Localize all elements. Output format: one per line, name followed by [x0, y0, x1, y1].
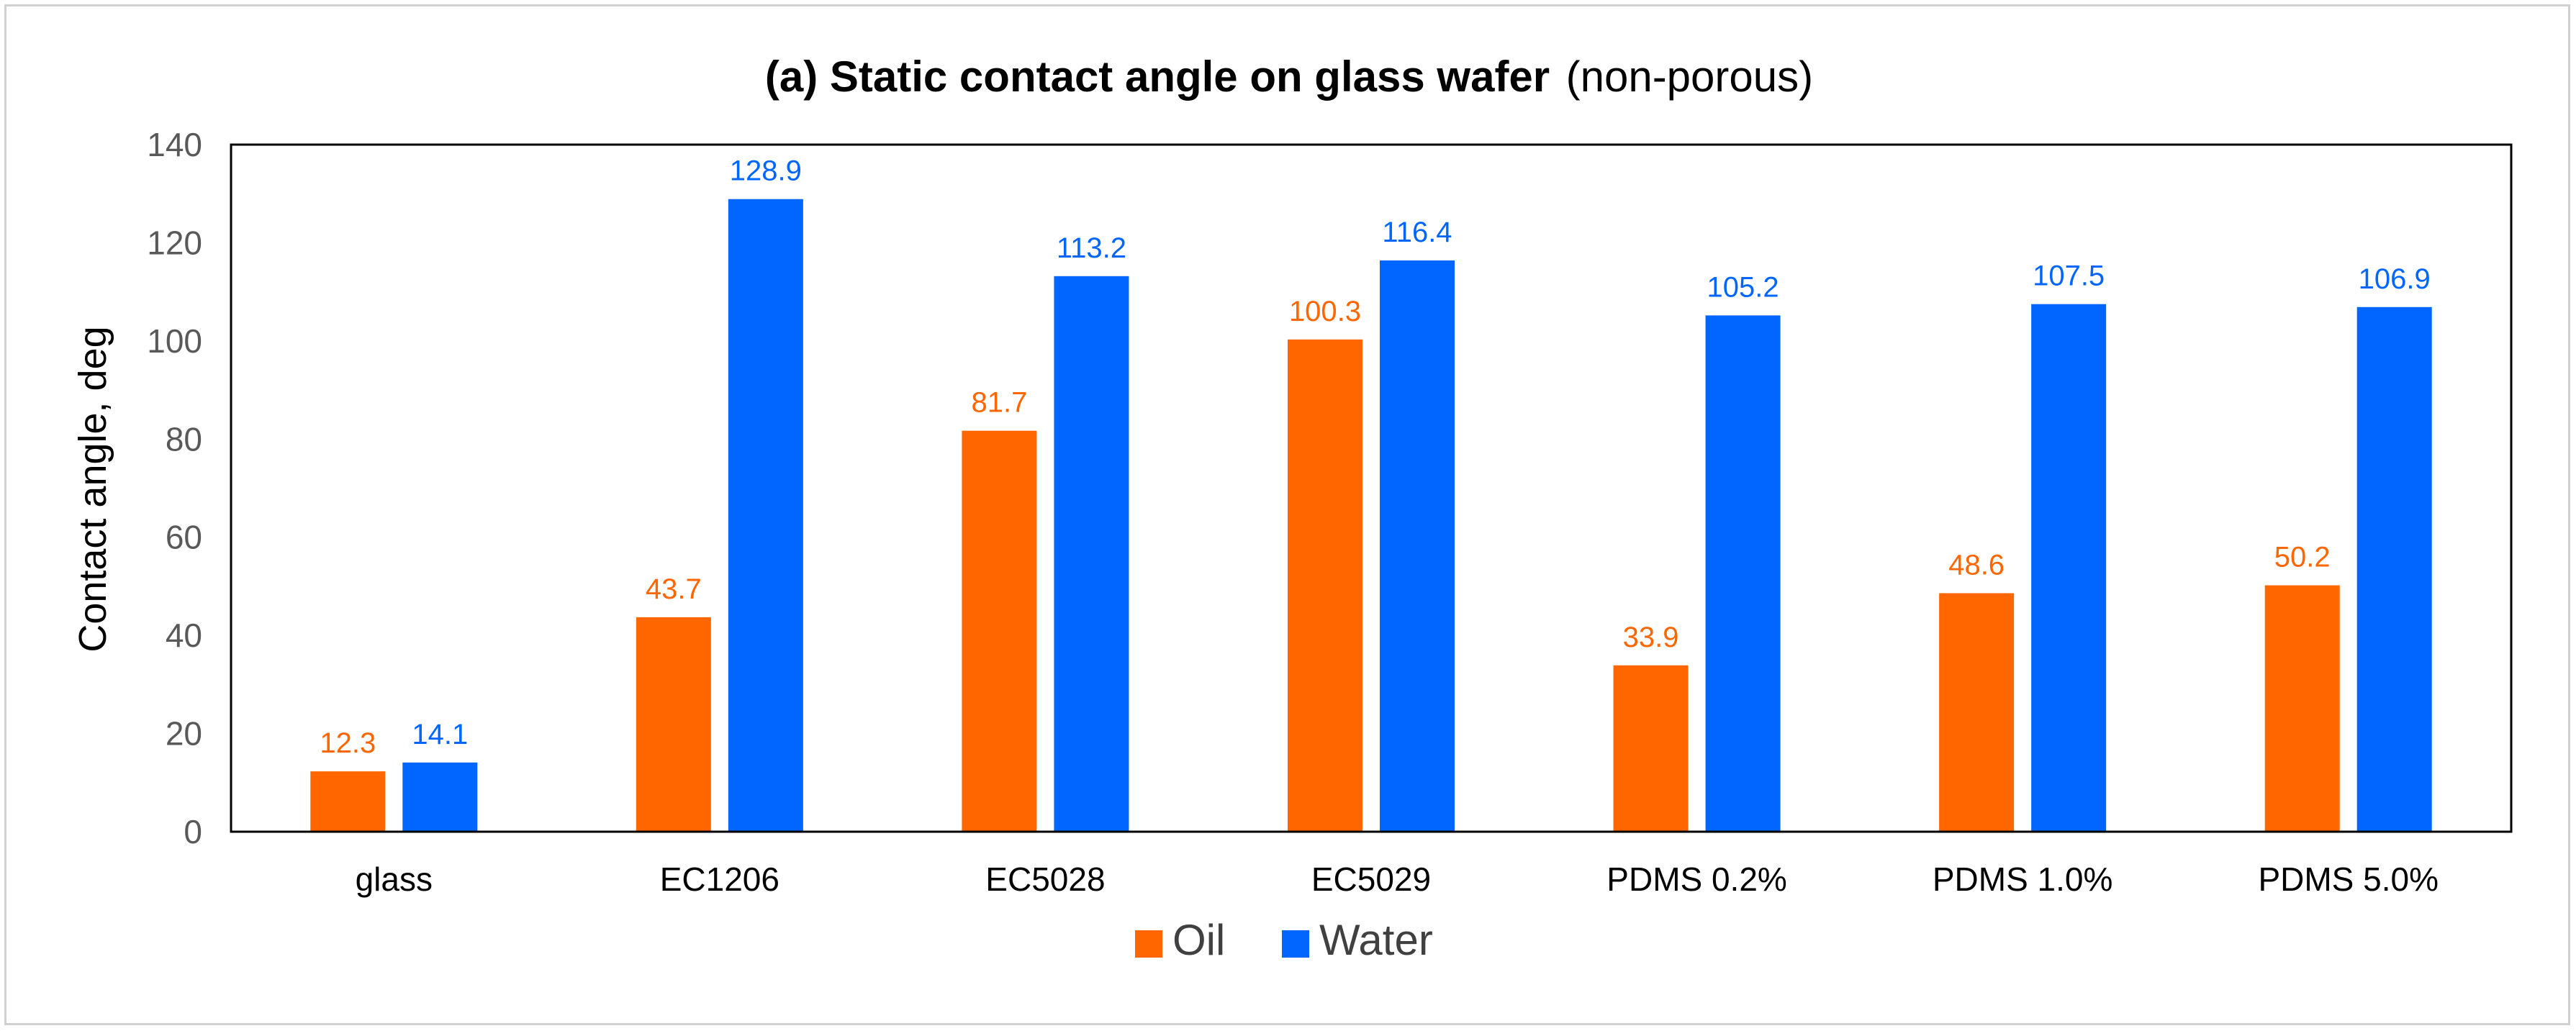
y-tick-label: 120 [147, 224, 202, 261]
data-label-oil: 48.6 [1948, 549, 2005, 581]
bar-oil [636, 617, 711, 832]
data-label-oil: 50.2 [2274, 542, 2331, 573]
chart-title-bold: (a) Static contact angle on glass wafer [765, 53, 1550, 101]
bar-chart: (a) Static contact angle on glass wafer … [71, 53, 2513, 964]
x-axis-category-labels: glass EC1206 EC5028 EC5029 PDMS 0.2% PDMS 1.0… [356, 860, 2439, 898]
chart-title-suffix: (non-porous) [1566, 53, 1814, 101]
bar-water [2031, 304, 2107, 832]
data-label-water: 107.5 [2033, 260, 2105, 292]
bar-oil [310, 771, 386, 832]
data-label-water: 116.4 [1382, 217, 1452, 248]
legend: Oil Water [1135, 916, 1433, 964]
x-category-label: PDMS 1.0% [1933, 860, 2113, 898]
bar-oil [962, 430, 1037, 832]
data-label-oil: 43.7 [646, 573, 702, 605]
data-label-water: 113.2 [1057, 232, 1126, 264]
legend-swatch-oil [1135, 930, 1162, 958]
bar-water [728, 199, 803, 832]
y-tick-label: 0 [184, 813, 202, 850]
bar-oil [1288, 339, 1362, 832]
data-label-oil: 12.3 [320, 727, 376, 759]
bar-oil [2264, 585, 2340, 832]
y-tick-label: 60 [166, 519, 202, 556]
bar-water [1380, 260, 1455, 832]
data-label-oil: 100.3 [1289, 296, 1361, 327]
y-tick-label: 40 [166, 617, 202, 654]
bar-water [402, 762, 478, 832]
x-category-label: EC5028 [985, 860, 1105, 898]
data-label-water: 105.2 [1707, 271, 1779, 303]
y-tick-label: 140 [147, 126, 202, 163]
bar-oil [1613, 665, 1689, 832]
x-category-label: EC5029 [1311, 860, 1431, 898]
y-axis-title: Contact angle, deg [71, 326, 114, 652]
y-tick-label: 80 [166, 420, 202, 458]
y-axis-ticks: 0 20 40 60 80 100 120 140 [147, 126, 202, 850]
data-label-oil: 81.7 [971, 387, 1027, 419]
data-labels: 12.3 14.1 43.7 128.9 81.7 113.2 100.3 116.4 33.9… [320, 155, 2430, 759]
x-category-label: PDMS 0.2% [1606, 860, 1787, 898]
y-tick-label: 20 [166, 715, 202, 753]
data-label-water: 128.9 [730, 155, 802, 187]
bars [310, 199, 2432, 832]
x-category-label: EC1206 [660, 860, 779, 898]
bar-water [1054, 276, 1129, 832]
y-tick-label: 100 [147, 322, 202, 360]
data-label-oil: 33.9 [1623, 622, 1679, 653]
bar-oil [1939, 593, 2015, 832]
plot-area [230, 143, 2513, 833]
data-label-water: 106.9 [2359, 263, 2431, 295]
legend-label-oil: Oil [1172, 916, 1225, 964]
bar-water [2356, 306, 2432, 832]
x-category-label: PDMS 5.0% [2258, 860, 2439, 898]
legend-label-water: Water [1319, 916, 1433, 964]
legend-swatch-water [1282, 930, 1309, 958]
bar-water [1705, 315, 1781, 832]
data-label-water: 14.1 [412, 719, 468, 750]
chart-frame: (a) Static contact angle on glass wafer … [4, 4, 2570, 1025]
x-category-label: glass [356, 860, 433, 898]
chart-title: (a) Static contact angle on glass wafer … [765, 53, 1813, 101]
